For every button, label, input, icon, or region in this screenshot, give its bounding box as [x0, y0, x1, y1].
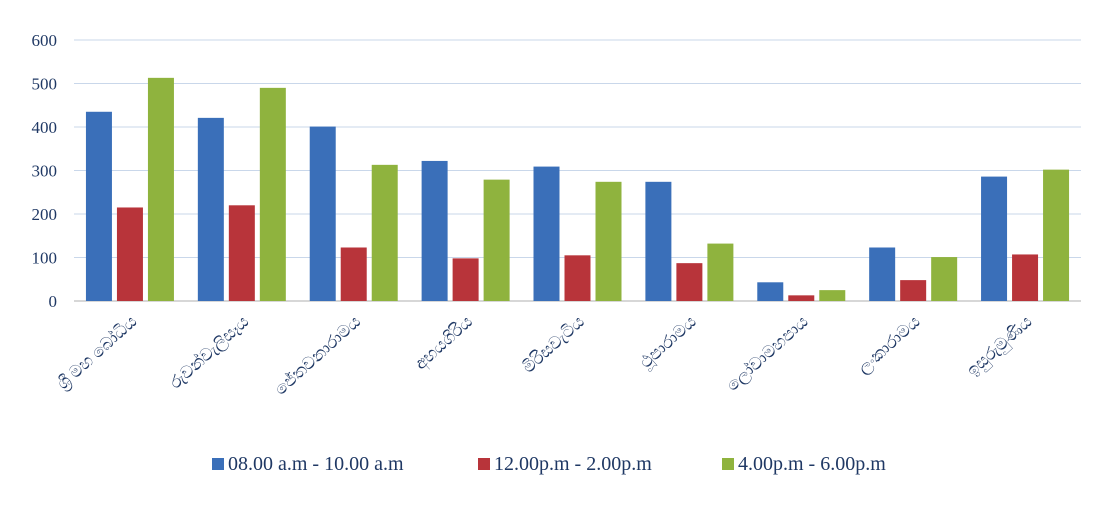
bar — [900, 280, 927, 301]
bar — [645, 181, 672, 301]
legend: 08.00 a.m - 10.00 a.m 12.00p.m - 2.00p.m 4… — [212, 453, 886, 475]
bar — [931, 257, 958, 301]
bar — [757, 282, 784, 301]
bars — [85, 77, 1070, 302]
bar — [371, 164, 398, 301]
legend-swatch — [212, 458, 224, 470]
x-tick-label: ථූපාරාමය — [636, 312, 700, 373]
x-tick-label: අභයගිරිය — [411, 312, 478, 375]
y-tick-label: 200 — [32, 205, 58, 224]
x-tick-label: ඉසුරුමුණිය — [963, 312, 1037, 381]
bar — [259, 87, 286, 301]
y-tick-label: 400 — [32, 118, 58, 137]
bar — [309, 126, 336, 301]
bar — [1043, 169, 1070, 301]
bar — [421, 160, 448, 301]
bar — [819, 290, 846, 301]
y-tick-label: 300 — [32, 162, 58, 181]
bar — [116, 207, 143, 301]
bar — [707, 243, 734, 301]
legend-label: 4.00p.m - 6.00p.m — [738, 453, 886, 475]
y-tick-label: 0 — [49, 292, 58, 311]
x-tick-label: ජේතවනාරාමය — [271, 312, 365, 399]
bar — [483, 179, 510, 301]
legend-label: 08.00 a.m - 10.00 a.m — [228, 453, 404, 475]
y-tick-label: 100 — [32, 249, 58, 268]
bar — [533, 166, 560, 301]
x-tick-label: මිරිසවැටිය — [519, 312, 588, 377]
bar — [564, 255, 591, 301]
bar — [869, 247, 896, 301]
bar — [452, 258, 479, 301]
bar — [340, 247, 367, 301]
x-axis-ticks: ශ්‍රී මහ බෝධිය රුවන්වැලිසෑය ජේතවනාරාමය අභයග… — [53, 312, 1036, 399]
y-tick-label: 600 — [32, 31, 58, 50]
bar — [1012, 254, 1039, 301]
bar — [595, 181, 622, 301]
bar — [981, 176, 1008, 301]
bar — [85, 111, 112, 302]
x-tick-label: රුවන්වැලිසෑය — [166, 312, 253, 393]
bar — [788, 295, 815, 301]
legend-swatch — [478, 458, 490, 470]
y-axis-ticks: 0 100 200 300 400 500 600 — [32, 31, 58, 311]
legend-swatch — [722, 458, 734, 470]
bar — [228, 205, 255, 301]
x-tick-label: ශ්‍රී මහ බෝධිය — [53, 312, 141, 394]
legend-label: 12.00p.m - 2.00p.m — [494, 453, 652, 475]
bar — [676, 263, 703, 301]
x-tick-label: ලංකාරාමය — [854, 312, 925, 378]
bar — [147, 77, 174, 301]
y-tick-label: 500 — [32, 75, 58, 94]
x-tick-label: ලෝවාමහපාය — [723, 312, 813, 396]
bar — [197, 117, 224, 302]
